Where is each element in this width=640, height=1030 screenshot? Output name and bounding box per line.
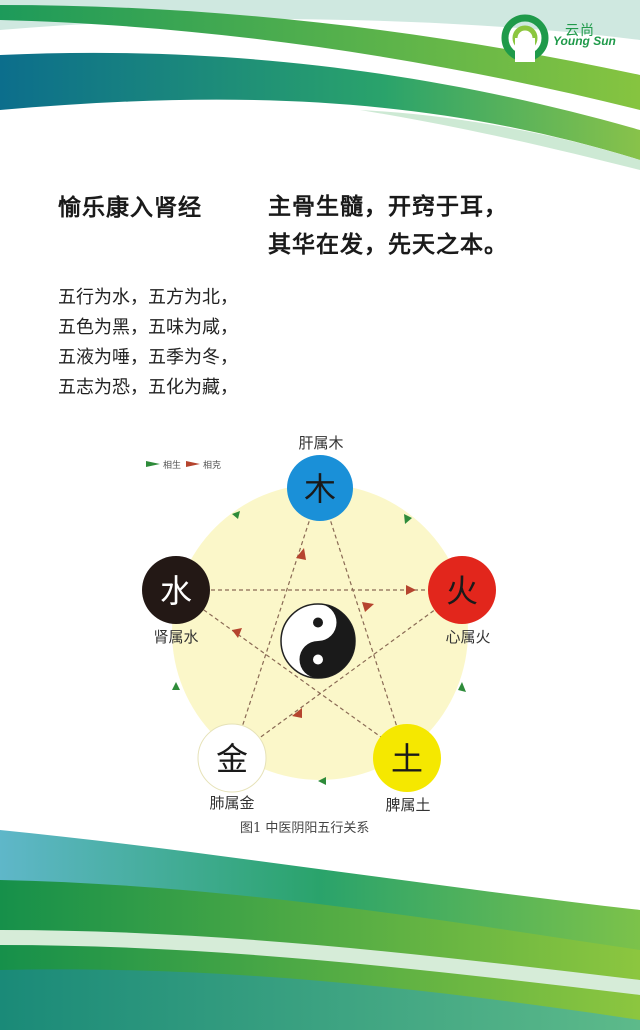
legend-restrain-arrow-icon: [186, 461, 200, 467]
element-char: 木: [304, 470, 336, 508]
generation-arrows: [172, 511, 466, 785]
element-label: 肝属木: [298, 434, 343, 452]
bottom-banner: [0, 830, 640, 1030]
element-label: 脾属土: [385, 796, 430, 814]
title-line: 其华在发，先天之本。: [268, 232, 508, 258]
brand-logo-icon: [501, 14, 549, 62]
element-circle: [428, 556, 496, 624]
element-circle: [197, 723, 267, 793]
element-node-earth: 土 脾属土: [373, 724, 441, 814]
element-circle: [287, 455, 353, 521]
element-node-wood: 肝属木 木: [287, 434, 353, 521]
restraint-line: [231, 589, 463, 759]
restraint-arrows: [232, 548, 416, 718]
element-char: 土: [391, 740, 423, 778]
page-title: 愉乐康入肾经: [58, 195, 202, 221]
legend-restrain-label: 相克: [203, 459, 221, 471]
element-node-fire: 火 心属火: [428, 556, 496, 646]
attribute-line: 五志为恐，五化为藏，: [58, 377, 238, 398]
top-swoosh-teal: [0, 52, 640, 160]
restraint-line: [319, 487, 407, 756]
generation-arrow-icon: [172, 682, 180, 690]
generation-arrow-icon: [318, 777, 326, 785]
brand-name-en: Young Sun: [553, 34, 616, 48]
restraint-arrow-icon: [292, 708, 302, 718]
attribute-line: 五行为水，五方为北，: [58, 287, 238, 308]
attribute-line: 五液为唾，五季为冬，: [58, 347, 238, 368]
element-node-water: 水 肾属水: [142, 556, 210, 646]
element-label: 肾属水: [153, 628, 198, 646]
element-node-metal: 金 肺属金: [197, 723, 267, 812]
attribute-list: 五行为水，五方为北， 五色为黑，五味为咸， 五液为唾，五季为冬， 五志为恐，五化…: [58, 283, 238, 403]
legend-generate-arrow-icon: [146, 461, 160, 467]
generation-arrow-icon: [232, 511, 240, 519]
title-line: 主骨生髓，开窍于耳，: [268, 194, 508, 220]
restraint-arrow-icon: [406, 585, 416, 595]
element-circle: [373, 724, 441, 792]
generation-arrow-icon: [404, 514, 412, 524]
restraint-line: [231, 487, 321, 759]
restraint-arrow-icon: [362, 602, 374, 612]
yin-yang-icon: [280, 603, 356, 679]
title-description: 主骨生髓，开窍于耳， 其华在发，先天之本。: [268, 188, 508, 264]
element-label: 肺属金: [209, 794, 254, 812]
restraint-arrow-icon: [232, 628, 242, 638]
element-char: 水: [160, 572, 192, 610]
bottom-swoosh-deep: [0, 969, 640, 1030]
bottom-swoosh-pale: [0, 930, 640, 995]
legend-generate-label: 相生: [163, 459, 181, 471]
element-char: 金: [216, 740, 248, 778]
element-label: 心属火: [445, 628, 490, 646]
generation-arrow-icon: [458, 682, 466, 692]
attribute-line: 五色为黑，五味为咸，: [58, 317, 238, 338]
diagram-caption: 图1 中医阴阳五行关系: [240, 821, 370, 836]
element-char: 火: [446, 572, 478, 610]
restraint-line: [175, 589, 407, 756]
diagram-legend: 相生 相克: [146, 459, 221, 471]
five-elements-diagram: 相生 相克 肝属木 木 火 心属: [142, 434, 496, 814]
restraint-arrow-icon: [296, 548, 306, 560]
element-circle: [142, 556, 210, 624]
brand-name-cn: 云尚: [565, 23, 595, 39]
